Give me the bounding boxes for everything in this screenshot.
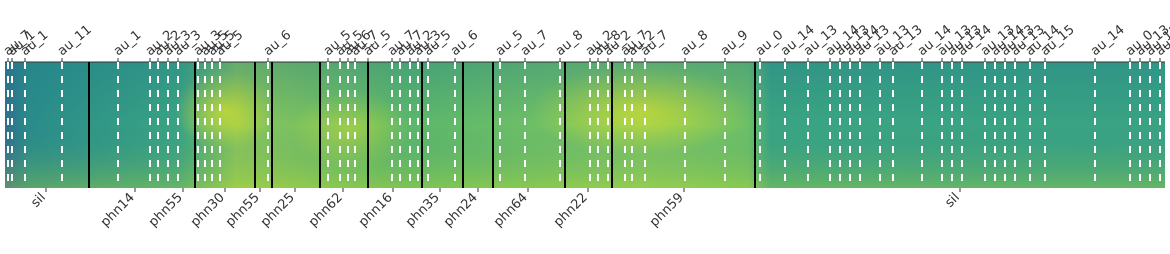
x-tick-label: au_6 <box>448 28 481 59</box>
x2-tick-label: phn22 <box>551 190 591 230</box>
x2-tick-label: phn35 <box>403 190 443 230</box>
x2-tick-label: phn55 <box>223 190 263 230</box>
x2-tick-label: phn62 <box>306 190 346 230</box>
x2-tick-label: phn14 <box>98 190 138 230</box>
x-tick-label: au_5 <box>493 28 526 59</box>
x-tick-label: au_6 <box>261 28 294 59</box>
x2-tick-label: sil <box>942 190 963 211</box>
x-tick-label: au_8 <box>553 28 586 59</box>
x2-tick-label: phn24 <box>441 190 481 230</box>
x2-tick-label: phn30 <box>188 190 228 230</box>
x2-tick-label: sil <box>28 190 49 211</box>
x-tick-label: au_11 <box>55 22 95 59</box>
x-tick-label: au_8 <box>678 28 711 59</box>
x2-tick-label: phn25 <box>258 190 298 230</box>
x-tick-label: au_14 <box>1088 22 1128 59</box>
x-tick-label: au_0 <box>753 28 786 59</box>
x2-tick-label: phn55 <box>146 190 186 230</box>
x2-tick-label: phn59 <box>647 190 687 230</box>
x-tick-label: au_7 <box>518 28 551 59</box>
x-tick-label: au_1 <box>111 28 144 59</box>
x2-tick-label: phn16 <box>356 190 396 230</box>
x-tick-label: au_9 <box>718 28 751 59</box>
x2-tick-label: phn64 <box>491 190 531 230</box>
